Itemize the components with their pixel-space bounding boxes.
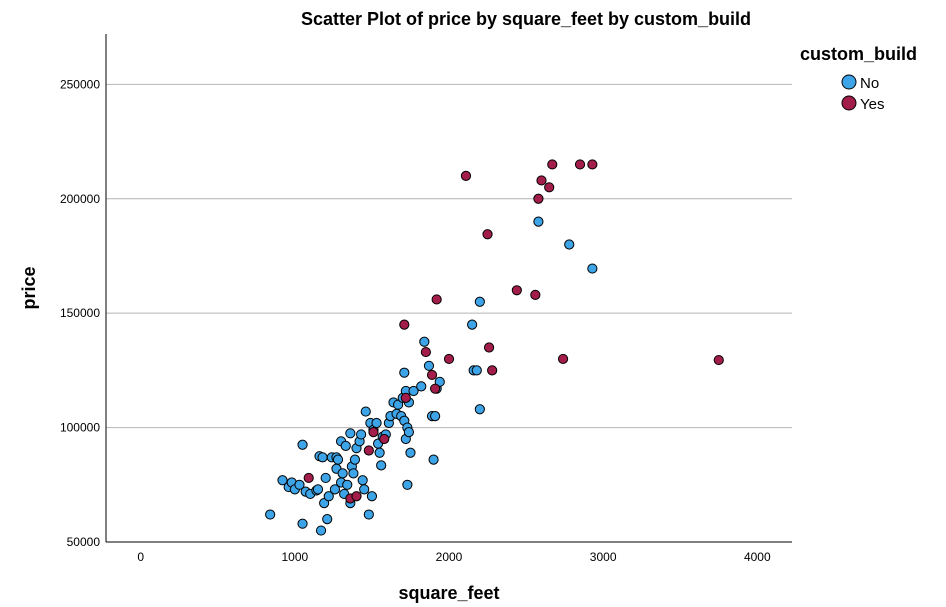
data-point-no	[356, 429, 367, 440]
data-point-yes	[536, 175, 547, 186]
data-point-yes	[420, 346, 431, 358]
data-point-no	[323, 491, 334, 502]
data-point-yes	[533, 193, 544, 204]
data-point-yes	[482, 229, 493, 240]
data-point-no	[376, 460, 387, 471]
legend-title: custom_build	[800, 44, 917, 64]
data-point-no	[405, 447, 416, 458]
data-point-no	[345, 428, 356, 439]
data-point-no	[366, 491, 378, 502]
data-point-yes	[547, 159, 558, 170]
data-point-no	[423, 360, 435, 371]
x-tick-label: 4000	[744, 550, 771, 564]
x-tick-label: 2000	[436, 550, 463, 564]
data-point-yes	[530, 289, 541, 300]
data-point-no	[430, 411, 441, 422]
data-point-yes	[430, 383, 441, 394]
legend-label-yes: Yes	[860, 96, 884, 113]
chart-title: Scatter Plot of price by square_feet by …	[301, 9, 751, 29]
data-point-no	[467, 319, 478, 330]
y-tick-label: 100000	[60, 421, 100, 435]
data-point-no	[359, 484, 370, 495]
data-point-no	[349, 454, 361, 465]
data-point-no	[315, 525, 327, 536]
data-point-yes	[511, 285, 522, 296]
data-points	[265, 159, 724, 536]
data-point-no	[332, 454, 344, 465]
data-point-no	[312, 484, 324, 495]
data-point-no	[371, 417, 382, 429]
data-point-no	[471, 365, 482, 376]
x-tick-label: 1000	[281, 550, 308, 564]
gridlines	[106, 83, 792, 429]
data-point-no	[393, 399, 404, 410]
legend-swatch-no	[841, 74, 857, 90]
data-point-yes	[460, 170, 472, 181]
data-point-yes	[351, 491, 362, 502]
data-point-no	[360, 406, 371, 417]
legend-swatch-yes	[841, 95, 857, 111]
data-point-no	[402, 479, 413, 490]
y-axis-label: price	[19, 266, 39, 309]
x-tick-label: 3000	[590, 550, 617, 564]
data-point-no	[265, 509, 276, 520]
data-point-no	[533, 216, 544, 227]
data-point-yes	[483, 342, 495, 353]
data-point-no	[277, 475, 288, 486]
data-point-no	[474, 404, 485, 415]
data-point-no	[564, 239, 575, 250]
data-point-yes	[574, 159, 586, 170]
data-point-no	[434, 376, 445, 387]
data-point-no	[322, 514, 333, 525]
x-tick-label: 0	[137, 550, 144, 564]
data-point-no	[337, 468, 348, 479]
data-point-yes	[587, 159, 598, 170]
data-point-no	[340, 440, 351, 451]
legend-label-no: No	[860, 75, 879, 92]
data-point-no	[408, 385, 419, 397]
data-point-yes	[557, 353, 569, 365]
data-point-no	[403, 427, 415, 438]
data-point-yes	[363, 445, 374, 456]
data-point-no	[428, 454, 439, 465]
data-point-yes	[426, 369, 438, 381]
data-point-no	[297, 518, 308, 529]
data-point-yes	[443, 353, 455, 365]
y-tick-label: 250000	[60, 77, 100, 91]
data-point-no	[474, 296, 485, 307]
data-point-yes	[544, 182, 555, 193]
data-point-yes	[713, 354, 724, 366]
data-point-no	[348, 468, 359, 479]
data-point-yes	[379, 433, 390, 445]
data-point-yes	[368, 427, 379, 438]
data-point-no	[317, 452, 328, 463]
data-point-no	[297, 439, 308, 450]
data-point-yes	[399, 319, 410, 330]
data-point-no	[342, 479, 353, 490]
data-point-yes	[400, 392, 411, 403]
data-point-yes	[487, 365, 498, 376]
x-axis-label: square_feet	[398, 583, 499, 603]
y-tick-label: 200000	[60, 192, 100, 206]
y-tick-label: 150000	[60, 306, 100, 320]
data-point-no	[419, 336, 430, 347]
data-point-no	[416, 381, 427, 392]
data-point-no	[587, 263, 598, 274]
y-tick-label: 50000	[67, 535, 101, 549]
data-point-no	[363, 509, 374, 520]
y-tick-labels: 50000 100000 150000 200000 250000	[60, 77, 100, 549]
data-point-no	[374, 447, 385, 458]
data-point-no	[320, 472, 331, 484]
data-point-no	[294, 479, 305, 490]
x-tick-labels: 0 1000 2000 3000 4000	[137, 550, 771, 564]
data-point-no	[319, 497, 330, 509]
data-point-no	[399, 367, 410, 378]
data-point-yes	[431, 294, 442, 305]
data-point-yes	[303, 472, 314, 484]
data-point-no	[329, 484, 341, 495]
data-point-no	[357, 475, 368, 486]
legend: custom_build No Yes	[800, 44, 917, 113]
